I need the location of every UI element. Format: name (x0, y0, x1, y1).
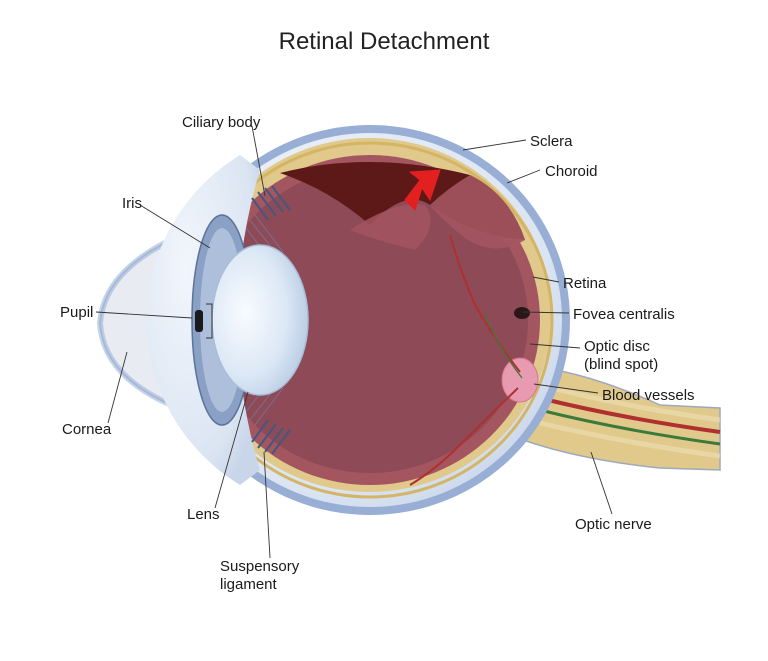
label-pupil: Pupil (60, 304, 93, 322)
label-ciliary-body: Ciliary body (182, 114, 260, 132)
label-suspensory: Suspensory ligament (220, 558, 299, 594)
eye-diagram-svg (0, 0, 768, 661)
fovea-shape (514, 307, 530, 319)
label-fovea: Fovea centralis (573, 306, 675, 324)
label-iris: Iris (122, 195, 142, 213)
label-choroid: Choroid (545, 163, 598, 181)
label-optic-disc: Optic disc (blind spot) (584, 338, 658, 374)
label-sclera: Sclera (530, 133, 573, 151)
diagram-container: Retinal Detachment (0, 0, 768, 661)
label-lens: Lens (187, 506, 220, 524)
label-retina: Retina (563, 275, 606, 293)
label-optic-nerve: Optic nerve (575, 516, 652, 534)
label-cornea: Cornea (62, 421, 111, 439)
pupil-shape (195, 310, 203, 332)
lens-shape (212, 245, 308, 395)
optic-disc-shape (502, 358, 538, 402)
label-blood-vessels: Blood vessels (602, 387, 695, 405)
